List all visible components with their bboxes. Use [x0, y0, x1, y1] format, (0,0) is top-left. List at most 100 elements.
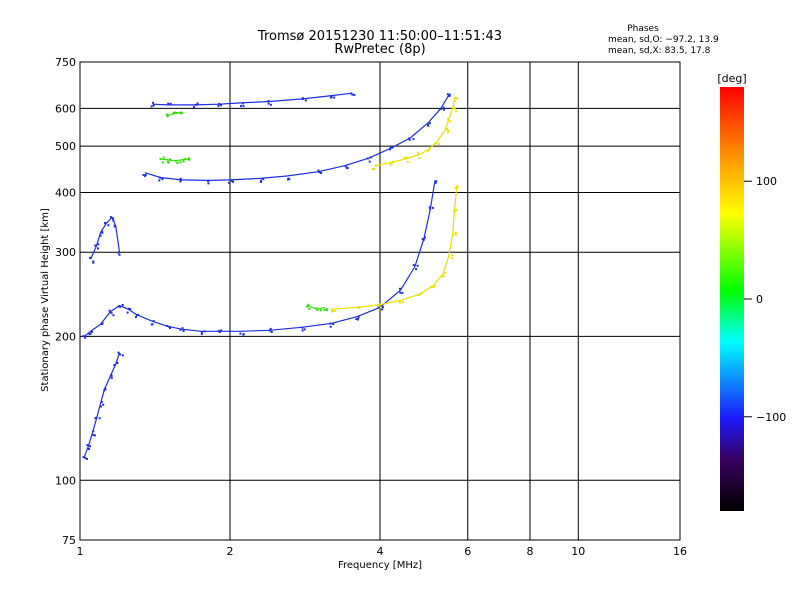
scatter-point	[429, 207, 432, 210]
scatter-point	[307, 303, 310, 306]
scatter-point	[366, 157, 369, 160]
scatter-point	[333, 96, 336, 99]
scatter-point	[121, 354, 124, 357]
scatter-point	[93, 434, 96, 437]
colorbar-tick-label: 100	[756, 175, 777, 188]
scatter-point	[430, 285, 433, 288]
scatter-point	[89, 332, 92, 335]
scatter-point	[454, 187, 457, 190]
scatter-point	[169, 102, 172, 105]
scatter-point	[270, 331, 273, 333]
scatter-point	[104, 388, 107, 391]
scatter-point	[174, 111, 176, 114]
scatter-point	[357, 316, 360, 319]
x-axis-title: Frequency [MHz]	[338, 560, 422, 571]
scatter-point	[446, 131, 449, 133]
scatter-point	[325, 309, 328, 312]
scatter-point	[98, 417, 101, 420]
scatter-point	[136, 314, 138, 316]
scatter-point	[440, 275, 443, 278]
scatter-point	[428, 206, 431, 209]
y-tick-label: 100	[55, 474, 76, 487]
scatter-point	[406, 160, 409, 163]
x-tick-label: 2	[227, 545, 234, 558]
scatter-point	[242, 333, 245, 336]
scatter-point	[403, 156, 406, 159]
scatter-point	[304, 99, 307, 102]
scatter-point	[308, 307, 311, 310]
scatter-point	[168, 161, 170, 164]
scatter-point	[195, 103, 197, 106]
grid-lines	[80, 62, 680, 540]
x-tick-label: 6	[464, 545, 471, 558]
scatter-point	[287, 177, 290, 180]
scatter-point	[446, 127, 448, 130]
scatter-point	[84, 336, 86, 339]
scatter-point	[437, 143, 440, 145]
scatter-point	[448, 93, 451, 96]
scatter-point	[382, 306, 384, 309]
scatter-point	[389, 163, 392, 166]
scatter-point	[152, 101, 154, 104]
scatter-point	[89, 445, 91, 448]
scatter-point	[179, 180, 182, 183]
scatter-point	[415, 268, 418, 271]
scatter-point	[454, 233, 457, 236]
scatter-point	[269, 103, 272, 106]
scatter-point	[82, 456, 85, 459]
scatter-point	[180, 178, 183, 181]
chart-subtitle: RwPretec (8p)	[334, 42, 425, 57]
scatter-point	[320, 172, 323, 174]
scatter-point	[368, 160, 371, 163]
x-tick-label: 16	[673, 545, 687, 558]
scatter-point	[399, 291, 402, 294]
scatter-point	[435, 180, 438, 183]
scatter-point	[350, 92, 353, 95]
y-tick-label: 750	[55, 56, 76, 69]
scatter-point	[107, 224, 110, 227]
scatter-point	[269, 327, 272, 330]
scatter-point	[128, 307, 130, 310]
scatter-point	[372, 168, 374, 171]
scatter-point	[451, 106, 454, 109]
scatter-point	[420, 292, 423, 295]
scatter-point	[218, 102, 221, 105]
scatter-point	[84, 456, 87, 459]
scatter-point	[451, 254, 454, 257]
scatter-point	[116, 362, 119, 365]
scatter-point	[112, 217, 115, 220]
scatter-point	[200, 333, 203, 335]
scatter-point	[391, 146, 394, 149]
scatter-point	[421, 238, 424, 241]
scatter-point	[455, 110, 458, 113]
scatter-point	[402, 301, 404, 304]
scatter-point	[442, 108, 445, 111]
scatter-point	[447, 118, 450, 121]
trace-line	[83, 352, 121, 458]
scatter-point	[418, 157, 421, 160]
scatter-point	[121, 304, 124, 306]
x-tick-label: 1	[77, 545, 84, 558]
scatter-point	[108, 309, 111, 312]
scatter-point	[399, 301, 402, 304]
scatter-point	[331, 309, 334, 312]
scatter-point	[102, 403, 105, 406]
scatter-point	[150, 105, 153, 108]
y-tick-label: 75	[62, 534, 76, 547]
scatter-point	[379, 303, 382, 306]
scatter-point	[267, 102, 270, 105]
scatter-point	[431, 206, 434, 209]
scatter-point	[193, 106, 195, 108]
scatter-point	[262, 178, 265, 180]
scatter-point	[172, 111, 175, 114]
scatter-point	[399, 287, 401, 290]
scatter-point	[412, 264, 415, 267]
scatter-point	[218, 331, 221, 333]
scatter-point	[353, 93, 356, 96]
scatter-point	[97, 243, 100, 246]
scatter-point	[323, 308, 326, 311]
scatter-point	[175, 112, 178, 114]
scatter-point	[217, 104, 220, 107]
trace-line	[331, 187, 458, 310]
scatter-point	[232, 180, 234, 183]
